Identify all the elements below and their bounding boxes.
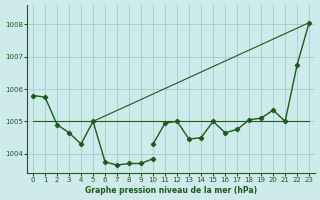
X-axis label: Graphe pression niveau de la mer (hPa): Graphe pression niveau de la mer (hPa) <box>85 186 257 195</box>
